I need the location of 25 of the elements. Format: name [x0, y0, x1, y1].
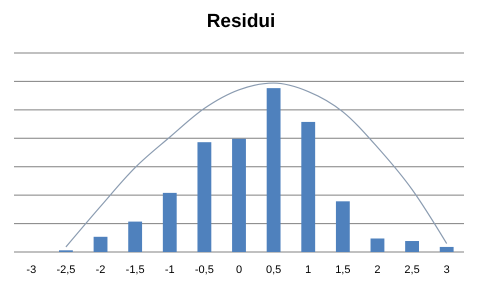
- bar: [405, 241, 419, 252]
- bar: [336, 201, 350, 252]
- x-tick-label: 1: [305, 264, 312, 276]
- x-tick-label: -2,5: [56, 264, 76, 276]
- x-tick-label: -1: [164, 264, 175, 276]
- bar: [232, 138, 246, 252]
- x-tick-label: 2: [374, 264, 381, 276]
- x-tick-label: -2: [96, 264, 106, 276]
- x-tick-label: 3: [444, 264, 450, 276]
- bar: [301, 122, 316, 252]
- x-tick-label: -1,5: [126, 264, 145, 276]
- x-tick-label: -0,5: [194, 264, 214, 276]
- bar: [197, 142, 212, 252]
- x-tick-label: -3: [26, 264, 36, 276]
- bar: [370, 238, 384, 252]
- bar: [266, 88, 281, 252]
- x-tick-label: 0,5: [266, 264, 282, 276]
- bar: [162, 192, 177, 252]
- bar: [128, 222, 142, 252]
- x-tick-label: 1,5: [335, 264, 350, 276]
- bar: [94, 236, 108, 252]
- x-tick-label: 2,5: [404, 264, 420, 276]
- bar: [440, 246, 454, 252]
- chart-title: Residui: [206, 11, 276, 32]
- x-tick-label: 0: [236, 264, 242, 276]
